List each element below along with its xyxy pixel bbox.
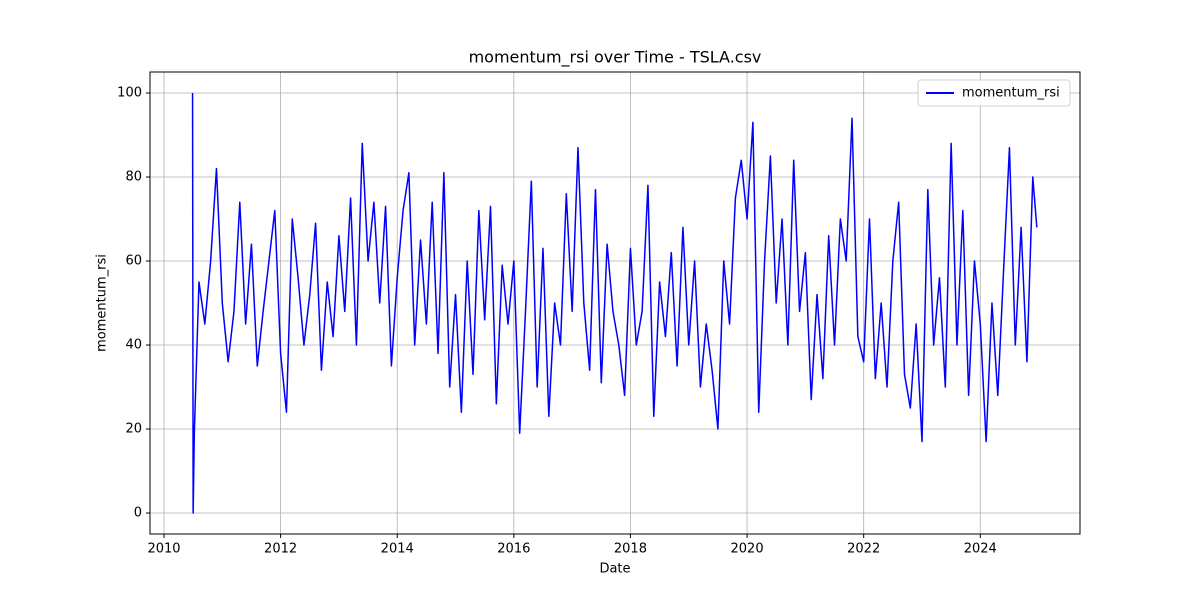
x-tick-label: 2020 (731, 542, 764, 557)
x-tick-label: 2010 (147, 542, 180, 557)
legend-box (917, 79, 1071, 107)
chart-title: momentum_rsi over Time - TSLA.csv (469, 48, 762, 68)
y-tick-label: 40 (125, 338, 142, 353)
x-tick-label: 2016 (497, 542, 530, 557)
x-tick-label: 2022 (847, 542, 880, 557)
x-axis-label: Date (599, 562, 630, 577)
x-tick-label: 2024 (964, 542, 997, 557)
y-tick-label: 80 (125, 170, 142, 185)
y-tick-label: 100 (117, 86, 142, 101)
x-tick-label: 2018 (614, 542, 647, 557)
y-tick-label: 60 (125, 254, 142, 269)
legend-label: momentum_rsi (962, 86, 1060, 101)
y-tick-label: 0 (134, 506, 142, 521)
data-line (191, 92, 1038, 514)
plot-frame (149, 71, 1081, 535)
x-tick-label: 2014 (381, 542, 414, 557)
y-axis-label: momentum_rsi (95, 254, 110, 352)
y-tick-label: 20 (125, 422, 142, 437)
x-tick-label: 2012 (264, 542, 297, 557)
